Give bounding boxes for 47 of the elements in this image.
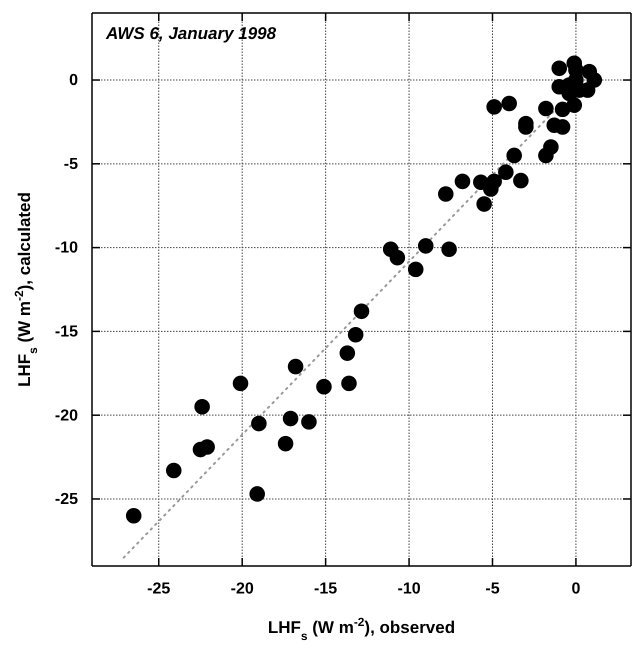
- point: [278, 436, 294, 452]
- point: [551, 60, 568, 76]
- x-tick-label: 0: [571, 580, 580, 598]
- point: [249, 486, 265, 502]
- point: [566, 97, 582, 113]
- point: [288, 358, 304, 374]
- point: [476, 196, 492, 212]
- point: [199, 439, 215, 455]
- point: [501, 96, 517, 112]
- x-axis-title: LHF$_{s}$ (W m$^{-2}$), observed: [268, 615, 456, 643]
- x-tick-label: -20: [230, 580, 254, 598]
- y-tick-label: -25: [54, 491, 78, 508]
- point: [251, 416, 267, 432]
- point: [538, 100, 554, 116]
- point: [348, 326, 364, 343]
- point: [543, 139, 559, 155]
- point: [390, 250, 406, 266]
- point: [408, 262, 424, 278]
- point: [301, 414, 317, 430]
- point: [498, 164, 514, 180]
- y-tick-label: -20: [54, 407, 78, 424]
- point: [441, 242, 457, 258]
- x-tick-label: -5: [485, 580, 500, 598]
- point: [438, 186, 454, 202]
- point: [316, 378, 332, 394]
- point: [513, 172, 529, 188]
- point: [341, 376, 357, 392]
- point: [354, 304, 370, 320]
- point: [486, 174, 502, 190]
- point: [232, 376, 248, 392]
- point: [126, 508, 142, 524]
- point: [418, 238, 434, 254]
- point: [340, 345, 356, 361]
- y-tick-label: -10: [54, 240, 78, 257]
- y-tick-label: -5: [64, 156, 78, 173]
- point: [166, 462, 182, 478]
- y-tick-label: 0: [69, 72, 78, 90]
- x-tick-label: -25: [147, 580, 170, 598]
- point: [506, 148, 522, 164]
- y-tick-label: -15: [54, 324, 78, 341]
- point: [454, 174, 470, 190]
- text: AWS 6, January 1998: [105, 24, 277, 43]
- x-tick-label: -10: [397, 580, 421, 598]
- point: [282, 410, 298, 426]
- x-tick-label: -15: [314, 580, 338, 598]
- point: [194, 399, 210, 415]
- point: [486, 99, 502, 115]
